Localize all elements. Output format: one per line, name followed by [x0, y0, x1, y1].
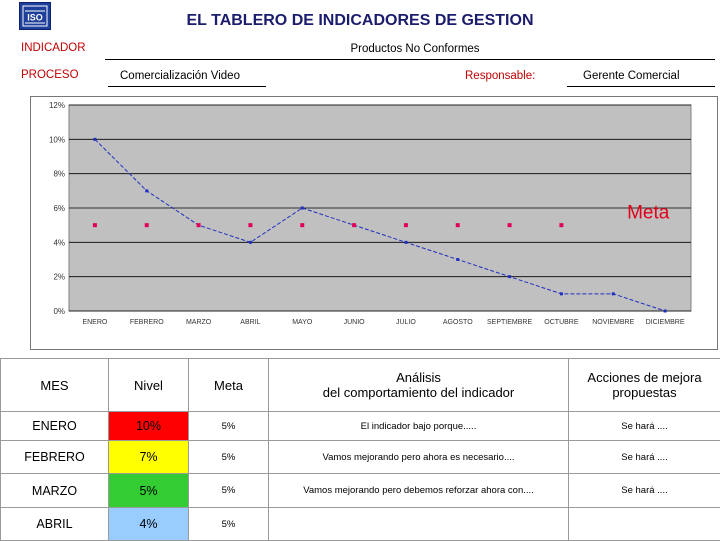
x-tick-label: SEPTIEMBRE	[487, 319, 532, 326]
x-tick-label: ENERO	[82, 319, 107, 326]
series-nivel-point	[145, 189, 148, 192]
y-tick-label: 4%	[53, 238, 65, 247]
cell-acciones	[569, 508, 720, 541]
x-tick-label: JULIO	[396, 319, 416, 326]
proceso-value: Comercialización Video	[120, 70, 240, 82]
header-acciones-line2: propuestas	[569, 385, 720, 400]
series-meta-point	[93, 223, 97, 227]
x-tick-label: MARZO	[186, 319, 212, 326]
series-nivel-point	[664, 310, 667, 313]
responsable-underline	[567, 86, 715, 87]
cell-meta: 5%	[189, 474, 269, 508]
series-meta-point	[300, 223, 304, 227]
header-acciones-line1: Acciones de mejora	[569, 370, 720, 385]
cell-nivel: 4%	[109, 508, 189, 541]
meta-annotation: Meta	[627, 203, 670, 224]
chart-container: 0% 2% 4% 6% 8% 10% 12% ENERO FEBRERO MARZO ABRIL MA…	[30, 96, 718, 350]
x-tick-label: OCTUBRE	[544, 319, 579, 326]
cell-mes: ENERO	[1, 412, 109, 441]
cell-meta: 5%	[189, 508, 269, 541]
series-nivel-point	[93, 138, 96, 141]
series-meta-point	[456, 223, 460, 227]
series-nivel-point	[456, 258, 459, 261]
y-tick-label: 0%	[53, 307, 65, 316]
x-tick-label: ABRIL	[240, 319, 260, 326]
series-nivel-point	[249, 241, 252, 244]
series-nivel-point	[301, 207, 304, 210]
proceso-label: PROCESO	[21, 69, 79, 81]
series-meta-point	[145, 223, 149, 227]
header-analisis: Análisis del comportamiento del indicado…	[269, 359, 569, 412]
x-tick-label: FEBRERO	[130, 319, 164, 326]
table-row: MARZO 5% 5% Vamos mejorando pero debemos…	[1, 474, 720, 508]
line-chart: 0% 2% 4% 6% 8% 10% 12% ENERO FEBRERO MARZO ABRIL MA…	[31, 97, 717, 349]
indicador-value: Productos No Conformes	[265, 43, 565, 55]
cell-acciones: Se hará ....	[569, 474, 720, 508]
indicador-underline	[105, 59, 715, 60]
x-tick-label: AGOSTO	[443, 319, 473, 326]
y-tick-label: 10%	[49, 135, 65, 144]
proceso-underline	[108, 86, 266, 87]
series-meta-point	[559, 223, 563, 227]
cell-meta: 5%	[189, 441, 269, 474]
table-row: ENERO 10% 5% El indicador bajo porque...…	[1, 412, 720, 441]
x-tick-label: JUNIO	[344, 319, 366, 326]
cell-nivel: 10%	[109, 412, 189, 441]
indicador-label: INDICADOR	[21, 42, 86, 54]
cell-analisis: Vamos mejorando pero debemos reforzar ah…	[269, 474, 569, 508]
y-tick-label: 2%	[53, 273, 65, 282]
indicator-table: MES Nivel Meta Análisis del comportamien…	[0, 358, 720, 541]
responsable-value: Gerente Comercial	[583, 70, 680, 82]
y-tick-label: 6%	[53, 204, 65, 213]
cell-analisis: Vamos mejorando pero ahora es necesario.…	[269, 441, 569, 474]
series-meta-point	[352, 223, 356, 227]
responsable-label: Responsable:	[465, 70, 535, 82]
series-nivel-point	[508, 275, 511, 278]
cell-nivel: 7%	[109, 441, 189, 474]
x-tick-label: NOVIEMBRE	[592, 319, 634, 326]
table-row: ABRIL 4% 5%	[1, 508, 720, 541]
series-nivel-point	[612, 292, 615, 295]
series-nivel-point	[560, 292, 563, 295]
cell-analisis: El indicador bajo porque.....	[269, 412, 569, 441]
cell-acciones: Se hará ....	[569, 412, 720, 441]
cell-analisis	[269, 508, 569, 541]
cell-meta: 5%	[189, 412, 269, 441]
cell-mes: FEBRERO	[1, 441, 109, 474]
series-nivel-point	[404, 241, 407, 244]
x-tick-label: DICIEMBRE	[646, 319, 685, 326]
cell-mes: MARZO	[1, 474, 109, 508]
y-tick-label: 8%	[53, 170, 65, 179]
header-nivel: Nivel	[109, 359, 189, 412]
x-tick-label: MAYO	[292, 319, 313, 326]
table-header-row: MES Nivel Meta Análisis del comportamien…	[1, 359, 720, 412]
series-meta-point	[508, 223, 512, 227]
header-mes: MES	[1, 359, 109, 412]
table-row: FEBRERO 7% 5% Vamos mejorando pero ahora…	[1, 441, 720, 474]
cell-nivel: 5%	[109, 474, 189, 508]
series-meta-point	[248, 223, 252, 227]
series-meta-point	[404, 223, 408, 227]
cell-acciones: Se hará ....	[569, 441, 720, 474]
page-title: EL TABLERO DE INDICADORES DE GESTION	[0, 12, 720, 30]
series-meta-point	[197, 223, 201, 227]
header-analisis-line2: del comportamiento del indicador	[269, 385, 568, 400]
cell-mes: ABRIL	[1, 508, 109, 541]
header-analisis-line1: Análisis	[269, 370, 568, 385]
header-acciones: Acciones de mejora propuestas	[569, 359, 720, 412]
y-tick-label: 12%	[49, 101, 65, 110]
header-meta: Meta	[189, 359, 269, 412]
